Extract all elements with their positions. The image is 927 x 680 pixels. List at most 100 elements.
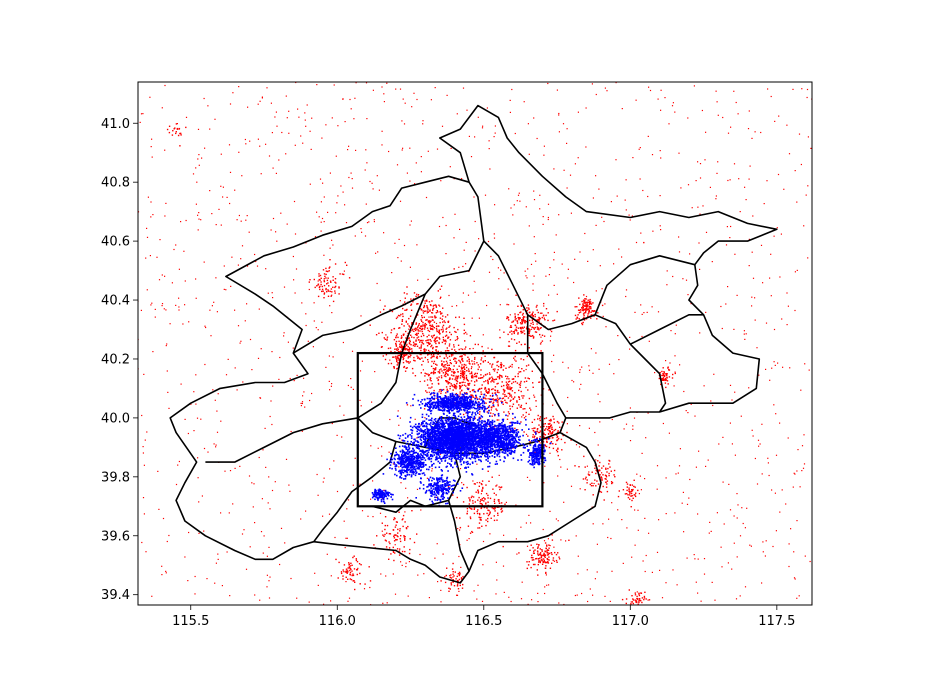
- red-data-point: [497, 369, 499, 371]
- red-data-point: [404, 521, 406, 523]
- red-data-point: [630, 495, 632, 497]
- red-data-point: [588, 427, 590, 429]
- red-data-point: [474, 250, 476, 252]
- red-data-point: [438, 329, 441, 331]
- red-data-point: [440, 368, 442, 370]
- red-data-point: [514, 313, 516, 315]
- red-data-point: [478, 516, 480, 518]
- red-data-point: [541, 560, 543, 562]
- red-data-point: [602, 474, 604, 476]
- red-data-point: [583, 314, 585, 317]
- red-data-point: [622, 489, 625, 491]
- red-data-point: [361, 510, 364, 512]
- red-data-point: [330, 288, 333, 290]
- red-data-point: [594, 578, 596, 580]
- red-data-point: [751, 137, 753, 139]
- red-data-point: [511, 396, 513, 398]
- red-data-point: [678, 251, 681, 253]
- red-data-point: [533, 396, 536, 398]
- red-data-point: [585, 298, 587, 300]
- red-data-point: [429, 339, 431, 341]
- red-data-point: [585, 310, 587, 313]
- red-data-point: [585, 301, 587, 303]
- red-data-point: [487, 391, 489, 393]
- red-data-point: [269, 576, 271, 578]
- red-data-point: [793, 577, 796, 579]
- red-data-point: [640, 592, 642, 594]
- red-data-point: [151, 595, 153, 597]
- red-data-point: [643, 595, 646, 598]
- red-data-point: [410, 344, 412, 346]
- red-data-point: [659, 195, 661, 197]
- red-data-point: [500, 486, 503, 488]
- red-data-point: [177, 464, 179, 466]
- red-data-point: [806, 88, 809, 91]
- red-data-point: [539, 419, 541, 422]
- red-data-point: [479, 517, 481, 519]
- blue-data-point: [425, 437, 428, 440]
- red-data-point: [794, 309, 796, 312]
- red-data-point: [468, 507, 471, 509]
- red-data-point: [587, 600, 589, 603]
- red-data-point: [529, 440, 531, 443]
- red-data-point: [449, 369, 452, 371]
- red-data-point: [395, 534, 397, 536]
- red-data-point: [556, 293, 558, 295]
- red-data-point: [423, 408, 426, 410]
- red-data-point: [507, 411, 510, 413]
- red-data-point: [449, 368, 451, 370]
- red-data-point: [403, 340, 405, 343]
- blue-data-point: [481, 420, 483, 422]
- red-data-point: [515, 328, 517, 330]
- red-data-point: [586, 304, 588, 307]
- red-data-point: [392, 551, 395, 553]
- red-data-point: [557, 448, 559, 450]
- red-data-point: [480, 377, 483, 379]
- red-data-point: [590, 307, 592, 309]
- red-data-point: [446, 367, 448, 369]
- red-data-point: [593, 482, 595, 485]
- red-data-point: [597, 483, 600, 485]
- red-data-point: [416, 293, 418, 296]
- red-data-point: [394, 517, 396, 520]
- red-data-point: [262, 552, 264, 554]
- red-data-point: [300, 405, 302, 407]
- red-data-point: [300, 135, 302, 137]
- red-data-point: [508, 366, 510, 369]
- red-data-point: [446, 370, 448, 372]
- red-data-point: [376, 175, 378, 177]
- red-data-point: [557, 437, 560, 440]
- red-data-point: [403, 536, 405, 538]
- red-data-point: [533, 328, 536, 330]
- red-data-point: [417, 339, 420, 341]
- red-data-point: [705, 311, 707, 313]
- red-data-point: [654, 372, 656, 374]
- red-data-point: [368, 221, 370, 223]
- blue-data-point: [458, 428, 461, 430]
- red-data-point: [707, 459, 709, 461]
- red-data-point: [441, 318, 443, 320]
- red-data-point: [450, 374, 453, 376]
- red-data-point: [334, 536, 336, 539]
- red-data-point: [793, 472, 795, 474]
- red-data-point: [232, 92, 234, 94]
- red-data-point: [383, 535, 385, 537]
- red-data-point: [422, 360, 424, 362]
- red-data-point: [344, 121, 346, 123]
- red-data-point: [435, 325, 438, 327]
- red-data-point: [366, 222, 369, 224]
- red-data-point: [476, 372, 478, 375]
- red-data-point: [413, 328, 416, 330]
- red-data-point: [461, 374, 463, 376]
- red-data-point: [794, 473, 796, 475]
- red-data-point: [617, 509, 619, 511]
- red-data-point: [216, 410, 218, 412]
- red-data-point: [472, 396, 474, 398]
- red-data-point: [590, 317, 592, 319]
- red-data-point: [543, 540, 546, 542]
- red-data-point: [555, 449, 558, 451]
- red-data-point: [531, 421, 533, 423]
- red-data-point: [488, 391, 490, 393]
- blue-data-point: [468, 457, 471, 459]
- red-data-point: [416, 337, 418, 339]
